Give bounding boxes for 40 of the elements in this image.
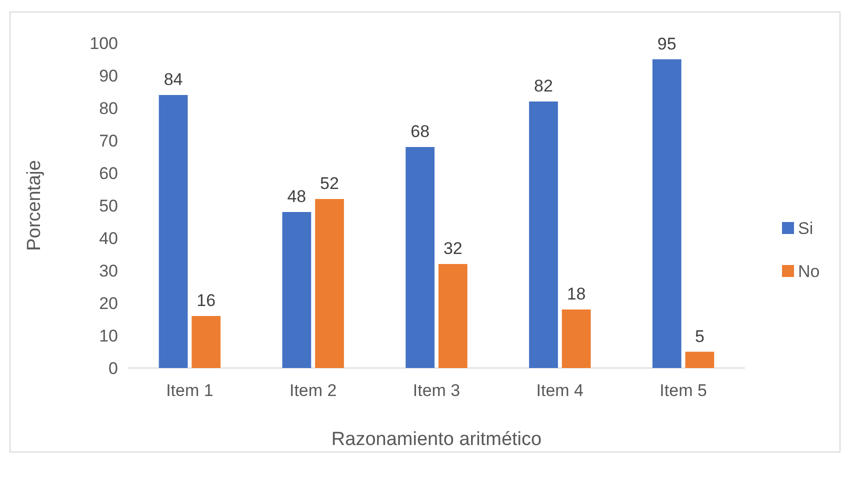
data-label: 5 [694, 326, 704, 346]
y-tick-label: 50 [99, 196, 118, 216]
bar [315, 199, 344, 368]
x-axis-title: Razonamiento aritmético [331, 429, 542, 450]
data-label: 68 [410, 122, 430, 141]
data-label: 52 [320, 174, 339, 193]
bar [562, 310, 591, 368]
y-tick-label: 60 [99, 164, 118, 183]
bar [685, 352, 714, 368]
y-tick-label: 30 [99, 261, 118, 280]
data-label: 16 [196, 291, 216, 310]
y-tick-label: 100 [90, 34, 118, 53]
y-tick-label: 70 [99, 131, 118, 150]
bar [652, 59, 682, 368]
y-tick-label: 40 [99, 228, 118, 248]
bar [438, 264, 468, 368]
y-tick-label: 80 [99, 98, 118, 118]
legend-label: No [798, 262, 820, 281]
x-tick-label: Item 5 [660, 381, 707, 400]
bar [406, 147, 435, 368]
data-label: 82 [534, 76, 553, 96]
x-tick-label: Item 4 [536, 381, 584, 400]
y-tick-label: 20 [99, 294, 118, 313]
y-axis-title: Porcentaje [24, 160, 45, 251]
data-label: 18 [566, 284, 586, 304]
bar [192, 316, 221, 368]
bar [282, 212, 312, 368]
x-tick-label: Item 3 [412, 381, 460, 400]
data-label: 32 [443, 239, 462, 258]
data-label: 48 [287, 187, 306, 206]
legend-label: Si [798, 218, 814, 238]
x-tick-label: Item 1 [166, 381, 214, 400]
y-tick-label: 10 [99, 326, 118, 346]
x-tick-label: Item 2 [289, 381, 337, 400]
bar [158, 95, 188, 368]
y-tick-label: 90 [99, 66, 118, 86]
bar [529, 102, 558, 368]
data-label: 95 [657, 34, 676, 54]
data-label: 84 [164, 70, 183, 89]
y-tick-label: 0 [108, 358, 118, 378]
